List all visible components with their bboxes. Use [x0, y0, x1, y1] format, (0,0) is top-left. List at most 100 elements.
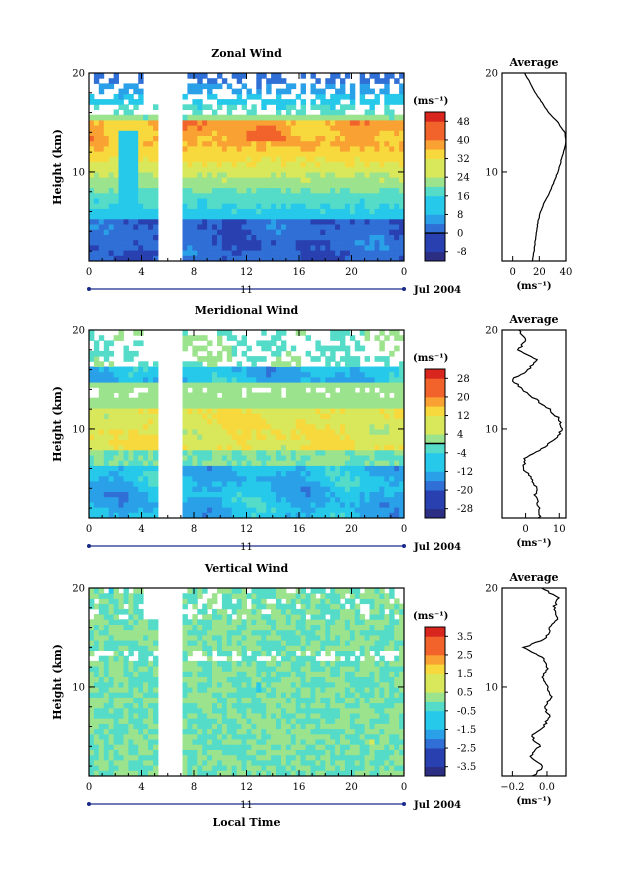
heatmap-cell — [276, 387, 281, 393]
heatmap-cell — [256, 697, 261, 703]
heatmap-cell — [266, 408, 271, 414]
heatmap-cell — [379, 476, 384, 482]
heatmap-cell — [384, 177, 389, 183]
heatmap-cell — [187, 507, 192, 513]
heatmap-cell — [286, 445, 291, 451]
heatmap-cell — [128, 250, 133, 256]
heatmap-cell — [99, 141, 104, 147]
heatmap-cell — [296, 250, 301, 256]
heatmap-cell — [119, 619, 124, 625]
heatmap-cell — [187, 687, 192, 693]
heatmap-cell — [104, 450, 109, 456]
heatmap-cell — [192, 224, 197, 230]
heatmap-cell — [345, 177, 350, 183]
heatmap-cell — [187, 141, 192, 147]
heatmap-cell — [384, 419, 389, 425]
heatmap-cell — [114, 640, 119, 646]
heatmap-cell — [99, 708, 104, 714]
heatmap-cell — [315, 151, 320, 157]
heatmap-cell — [394, 460, 399, 466]
heatmap-cell — [365, 214, 370, 220]
heatmap-cell — [227, 708, 232, 714]
heatmap-cell — [143, 403, 148, 409]
heatmap-cell — [148, 635, 153, 641]
heatmap-cell — [237, 413, 242, 419]
heatmap-cell — [286, 434, 291, 440]
heatmap-cell — [212, 465, 217, 471]
heatmap-cell — [276, 377, 281, 383]
heatmap-cell — [124, 661, 129, 667]
colorbar-swatch — [425, 416, 445, 426]
heatmap-cell — [247, 703, 252, 709]
heatmap-cell — [394, 229, 399, 235]
heatmap-cell — [104, 240, 109, 246]
heatmap-cell — [379, 224, 384, 230]
heatmap-cell — [261, 203, 266, 209]
heatmap-cell — [133, 625, 138, 631]
heatmap-cell — [232, 439, 237, 445]
heatmap-cell — [94, 382, 99, 388]
heatmap-cell — [197, 471, 202, 477]
colorbar-swatch — [425, 444, 445, 454]
heatmap-cell — [99, 99, 104, 105]
heatmap-cell — [291, 136, 296, 142]
heatmap-cell — [256, 382, 261, 388]
heatmap-cell — [242, 177, 247, 183]
heatmap-cell — [281, 78, 286, 84]
heatmap-cell — [138, 403, 143, 409]
heatmap-cell — [340, 434, 345, 440]
heatmap-cell — [114, 687, 119, 693]
average-x-tick-label: 20 — [533, 267, 546, 278]
heatmap-cell — [109, 208, 114, 214]
heatmap-cell — [266, 486, 271, 492]
heatmap-cell — [197, 240, 202, 246]
heatmap-cell — [197, 640, 202, 646]
heatmap-cell — [183, 750, 188, 756]
heatmap-cell — [301, 439, 306, 445]
heatmap-cell — [119, 666, 124, 672]
heatmap-cell — [212, 744, 217, 750]
heatmap-cell — [281, 450, 286, 456]
heatmap-cell — [183, 130, 188, 136]
heatmap-cell — [197, 744, 202, 750]
heatmap-cell — [242, 750, 247, 756]
heatmap-cell — [311, 398, 316, 404]
heatmap-cell — [153, 193, 158, 199]
heatmap-cell — [99, 351, 104, 357]
heatmap-cell — [276, 356, 281, 362]
heatmap-cell — [266, 512, 271, 518]
colorbar-tick-label: 32 — [457, 154, 470, 165]
heatmap-cell — [119, 219, 124, 225]
heatmap-cell — [138, 162, 143, 168]
heatmap-cell — [124, 419, 129, 425]
heatmap-cell — [370, 502, 375, 508]
heatmap-cell — [217, 162, 222, 168]
heatmap-cell — [340, 255, 345, 261]
heatmap-cell — [104, 424, 109, 430]
heatmap-cell — [148, 666, 153, 672]
heatmap-cell — [222, 330, 227, 336]
heatmap-cell — [212, 78, 217, 84]
heatmap-cell — [261, 455, 266, 461]
heatmap-cell — [335, 413, 340, 419]
heatmap-cell — [119, 403, 124, 409]
heatmap-cell — [89, 604, 94, 610]
heatmap-cell — [320, 240, 325, 246]
heatmap-cell — [237, 486, 242, 492]
heatmap-cell — [124, 718, 129, 724]
heatmap-cell — [124, 666, 129, 672]
heatmap-cell — [335, 141, 340, 147]
heatmap-cell — [114, 614, 119, 620]
heatmap-cell — [281, 245, 286, 251]
heatmap-cell — [350, 188, 355, 194]
heatmap-cell — [99, 403, 104, 409]
day-axis-start — [87, 287, 91, 291]
heatmap-cell — [207, 130, 212, 136]
heatmap-cell — [89, 512, 94, 518]
heatmap-cell — [212, 83, 217, 89]
heatmap-cell — [251, 687, 256, 693]
heatmap-cell — [197, 346, 202, 352]
heatmap-cell — [379, 455, 384, 461]
heatmap-cell — [384, 224, 389, 230]
heatmap-cell — [261, 151, 266, 157]
